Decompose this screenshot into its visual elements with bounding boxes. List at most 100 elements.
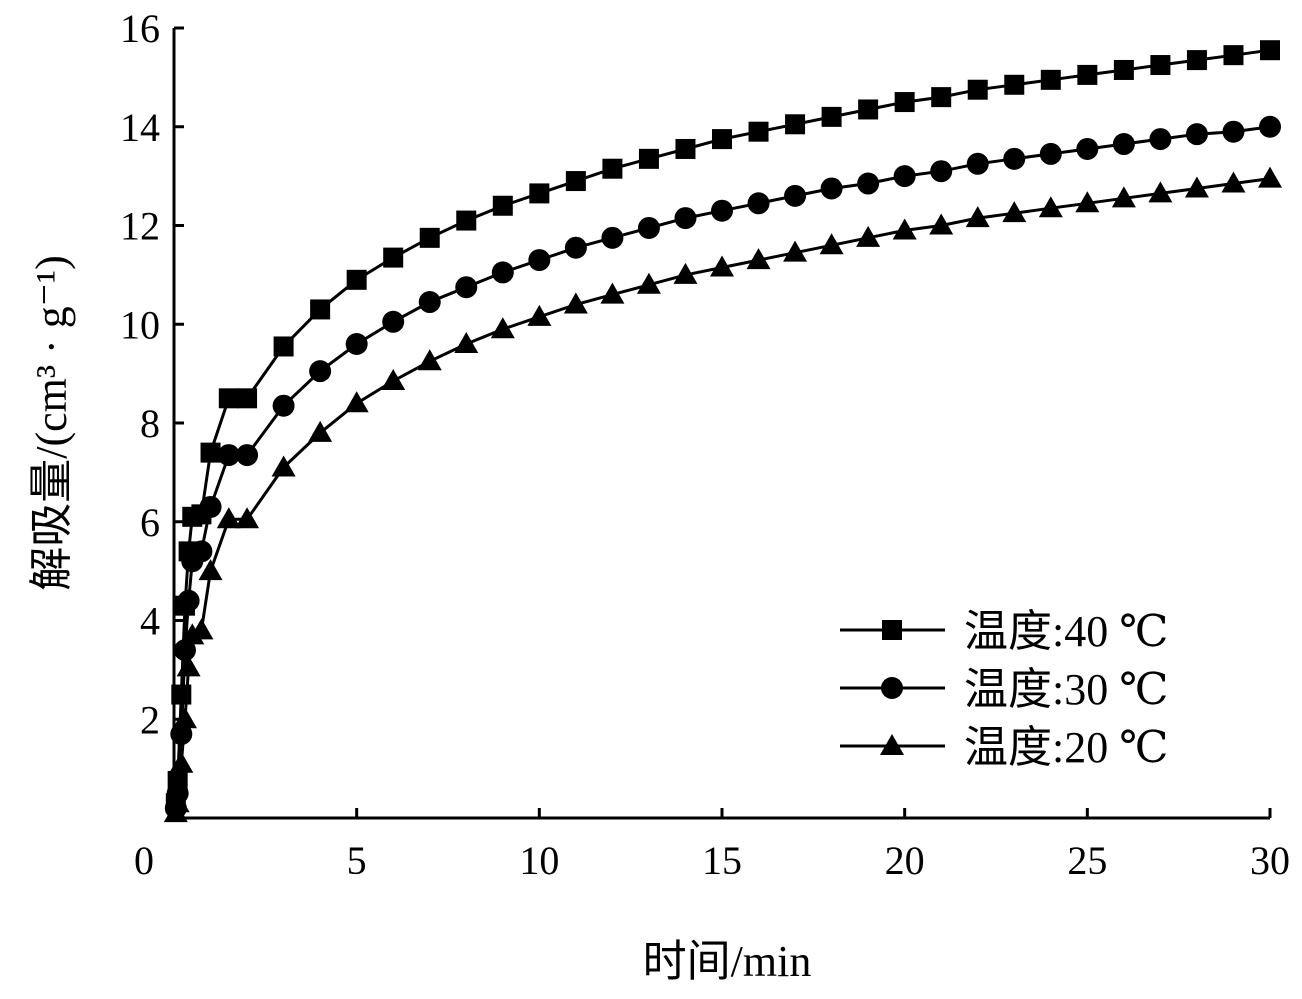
data-point-triangle xyxy=(710,255,734,277)
x-tick-label: 30 xyxy=(1250,838,1290,883)
data-point-triangle xyxy=(169,751,194,773)
x-tick-label: 10 xyxy=(519,838,559,883)
data-point-square xyxy=(310,299,331,320)
data-point-circle xyxy=(199,495,222,518)
data-point-square xyxy=(1223,45,1244,66)
data-point-square xyxy=(1077,64,1098,85)
y-tick-label: 4 xyxy=(140,599,160,644)
data-point-square xyxy=(1004,74,1025,95)
data-point-triangle xyxy=(965,206,990,228)
data-point-circle xyxy=(345,333,368,355)
data-point-square xyxy=(1186,50,1207,71)
data-point-triangle xyxy=(783,240,808,262)
data-point-square xyxy=(419,227,440,248)
data-point-triangle xyxy=(454,332,479,353)
data-point-triangle xyxy=(165,791,190,813)
y-ticks: 2 4 6 8 10 12 14 16 xyxy=(120,6,184,742)
data-point-circle xyxy=(309,360,332,383)
data-point-circle xyxy=(382,310,405,333)
legend-label: 温度:30 ℃ xyxy=(964,665,1168,714)
data-point-square xyxy=(1040,69,1061,90)
data-point-triangle xyxy=(198,559,223,581)
data-point-triangle xyxy=(490,317,515,339)
data-point-triangle xyxy=(856,225,881,247)
data-point-circle xyxy=(1039,142,1062,165)
data-point-circle xyxy=(236,444,259,467)
data-point-triangle xyxy=(216,507,241,529)
data-point-square xyxy=(1113,59,1134,80)
y-tick-label: 8 xyxy=(140,401,160,446)
data-point-square xyxy=(1260,40,1280,61)
data-point-circle xyxy=(893,165,916,188)
data-point-circle xyxy=(1222,120,1245,143)
y-tick-label: 10 xyxy=(120,302,160,347)
data-point-circle xyxy=(1185,123,1208,146)
data-point-circle xyxy=(272,394,295,417)
x-tick-label: 0 xyxy=(134,838,154,883)
data-point-triangle xyxy=(929,213,954,235)
x-ticks: 0 5 10 15 20 25 30 xyxy=(134,808,1290,883)
data-point-circle xyxy=(1112,133,1135,156)
data-point-triangle xyxy=(344,391,369,413)
data-point-circle xyxy=(966,152,989,175)
data-point-square xyxy=(675,138,696,159)
data-point-circle xyxy=(418,291,441,314)
data-point-circle xyxy=(820,177,843,200)
data-point-triangle xyxy=(172,707,197,729)
legend-item: 温度:30 ℃ xyxy=(840,665,1168,714)
data-point-square xyxy=(492,195,513,216)
data-point-circle xyxy=(1003,147,1026,170)
legend: 温度:40 ℃ 温度:30 ℃ 温度:20 ℃ xyxy=(840,607,1168,772)
x-tick-label: 20 xyxy=(885,838,925,883)
data-point-triangle xyxy=(527,304,552,326)
data-point-square xyxy=(529,183,550,204)
y-tick-label: 12 xyxy=(120,204,160,249)
data-point-square xyxy=(456,210,477,231)
legend-marker-square xyxy=(882,620,902,640)
data-point-circle xyxy=(564,236,587,259)
data-point-circle xyxy=(1076,137,1099,160)
data-point-circle xyxy=(747,192,770,215)
data-point-triangle xyxy=(1221,171,1246,193)
data-point-triangle xyxy=(1148,181,1173,203)
data-point-square xyxy=(602,158,623,179)
data-point-triangle xyxy=(636,272,661,294)
data-point-circle xyxy=(711,199,733,222)
data-point-triangle xyxy=(176,655,201,677)
y-axis-title: 解吸量/(cm³ · g⁻¹) xyxy=(27,255,76,591)
y-tick-label: 2 xyxy=(140,697,160,742)
data-point-square xyxy=(237,388,258,409)
data-point-circle xyxy=(674,207,697,230)
y-tick-label: 16 xyxy=(120,6,160,51)
data-point-circle xyxy=(491,261,514,284)
data-point-triangle xyxy=(417,349,442,371)
data-point-square xyxy=(712,129,732,150)
data-point-circle xyxy=(1149,128,1172,151)
legend-marker-circle xyxy=(881,677,903,699)
data-point-square xyxy=(565,171,586,192)
legend-label: 温度:40 ℃ xyxy=(964,607,1168,656)
data-point-triangle xyxy=(892,218,917,240)
data-point-circle xyxy=(528,249,551,272)
legend-marker-triangle xyxy=(880,734,904,755)
data-point-square xyxy=(638,148,659,169)
data-point-square xyxy=(858,99,879,120)
data-point-square xyxy=(346,269,367,290)
data-point-triangle xyxy=(563,292,588,314)
data-point-triangle xyxy=(1075,191,1100,213)
data-point-triangle xyxy=(746,248,771,270)
data-point-triangle xyxy=(1002,201,1027,223)
data-point-circle xyxy=(177,589,200,612)
plot-area: 0 5 10 15 20 25 30 2 4 6 8 10 12 14 16 xyxy=(120,6,1290,883)
legend-label: 温度:20 ℃ xyxy=(964,723,1168,772)
legend-item: 温度:40 ℃ xyxy=(840,607,1168,656)
legend-item: 温度:20 ℃ xyxy=(840,723,1168,772)
data-point-circle xyxy=(857,172,880,195)
x-tick-label: 15 xyxy=(702,838,742,883)
data-point-triangle xyxy=(1111,186,1136,208)
data-point-square xyxy=(200,442,221,463)
data-point-square xyxy=(383,247,404,268)
data-point-triangle xyxy=(381,369,406,391)
data-point-square xyxy=(218,388,239,409)
data-point-circle xyxy=(217,444,240,467)
